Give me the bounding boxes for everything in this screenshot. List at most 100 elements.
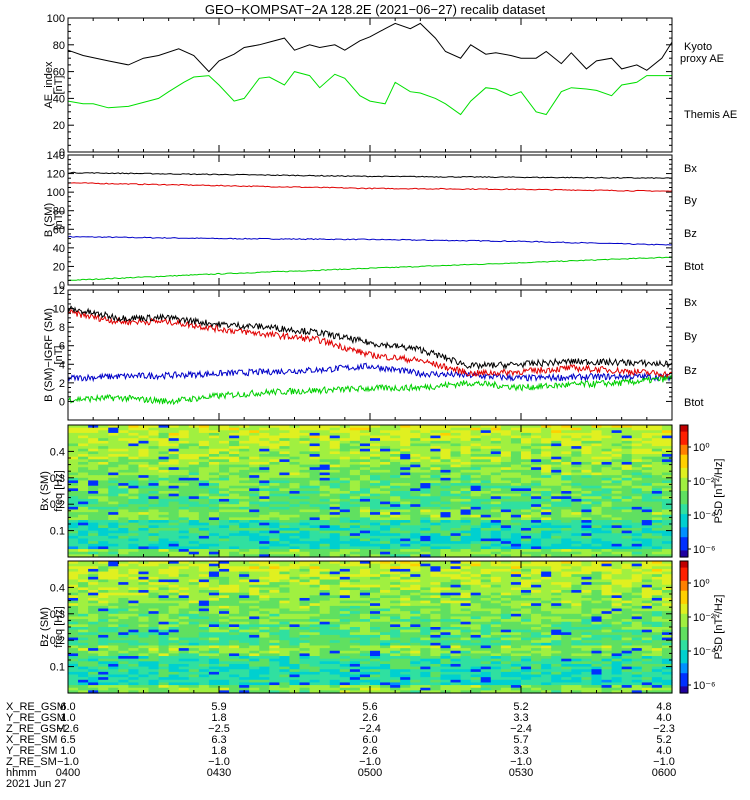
psd-cell <box>591 538 603 542</box>
psd-cell <box>440 522 452 526</box>
psd-cell <box>581 493 593 497</box>
psd-cell <box>158 563 170 567</box>
psd-cell <box>450 527 462 532</box>
psd-cell <box>289 475 301 479</box>
psd-cell <box>98 538 109 542</box>
psd-cell <box>651 440 663 445</box>
psd-cell <box>309 584 321 588</box>
psd-cell <box>168 469 180 474</box>
psd-cell <box>631 549 643 553</box>
psd-cell <box>299 448 311 452</box>
psd-cell <box>249 645 260 649</box>
psd-cell <box>168 666 180 670</box>
psd-cell <box>259 504 270 508</box>
psd-cell <box>118 653 129 657</box>
psd-cell <box>299 469 311 474</box>
psd-cell <box>118 533 129 537</box>
psd-cell <box>319 627 331 631</box>
psd-cell <box>269 427 280 431</box>
psd-cell <box>279 624 291 628</box>
psd-cell <box>108 690 119 694</box>
psd-cell <box>198 509 210 513</box>
psd-cell <box>299 571 311 575</box>
psd-cell <box>259 621 270 625</box>
psd-cell <box>78 687 89 691</box>
psd-cell <box>279 509 291 513</box>
psd-cell <box>118 438 129 442</box>
psd-cell <box>450 477 462 482</box>
psd-cell <box>108 632 119 636</box>
psd-cell <box>571 446 582 450</box>
psd-cell <box>128 520 140 524</box>
psd-cell <box>541 432 552 437</box>
psd-cell <box>500 551 512 555</box>
psd-cell <box>168 427 180 431</box>
psd-cell <box>591 485 603 489</box>
psd-cell <box>128 568 140 573</box>
psd-cell <box>309 634 321 639</box>
psd-cell <box>138 496 150 500</box>
psd-cell <box>249 576 260 581</box>
psd-cell <box>490 549 502 553</box>
psd-cell <box>359 446 371 450</box>
psd-cell <box>88 498 99 503</box>
psd-cell <box>349 595 361 599</box>
psd-cell <box>88 461 99 466</box>
psd-cell <box>661 512 673 516</box>
psd-cell <box>359 605 371 610</box>
psd-cell <box>551 504 562 508</box>
psd-cell <box>68 443 79 447</box>
psd-cell <box>198 671 210 676</box>
psd-cell <box>68 501 79 505</box>
psd-cell <box>188 509 200 513</box>
psd-cell <box>319 551 331 555</box>
psd-cell <box>641 469 653 474</box>
psd-cell <box>118 634 129 639</box>
psd-cell <box>611 435 623 439</box>
psd-cell <box>370 464 381 468</box>
psd-cell <box>440 549 452 553</box>
psd-cell <box>98 522 109 526</box>
psd-cell <box>229 574 240 578</box>
psd-cell <box>178 682 190 686</box>
psd-cell <box>359 642 371 647</box>
psd-cell <box>349 571 361 575</box>
psd-cell <box>460 525 472 529</box>
psd-cell <box>500 430 512 434</box>
psd-cell <box>591 541 603 545</box>
psd-cell <box>460 554 472 558</box>
psd-cell <box>319 446 331 450</box>
psd-cell <box>168 517 180 521</box>
psd-cell <box>490 459 502 463</box>
psd-cell <box>601 472 613 476</box>
psd-cell <box>641 517 653 521</box>
psd-cell <box>470 493 482 497</box>
psd-cell <box>500 451 512 455</box>
psd-cell <box>541 522 552 526</box>
psd-cell <box>68 461 79 466</box>
psd-cell <box>339 469 351 474</box>
psd-cell <box>510 520 522 524</box>
psd-cell <box>138 568 150 573</box>
psd-cell <box>178 582 190 586</box>
psd-cell <box>631 506 643 511</box>
psd-cell <box>98 472 109 476</box>
psd-cell <box>370 579 381 583</box>
psd-cell <box>460 498 472 503</box>
psd-cell <box>158 446 170 450</box>
psd-cell <box>148 685 160 689</box>
psd-cell <box>661 464 673 468</box>
psd-cell <box>259 679 270 684</box>
psd-cell <box>178 595 190 599</box>
psd-cell <box>208 579 220 583</box>
psd-cell <box>460 454 472 458</box>
psd-cell <box>410 448 421 452</box>
psd-cell <box>219 530 230 534</box>
psd-cell <box>108 605 119 610</box>
psd-cell <box>581 440 593 445</box>
psd-cell <box>450 456 462 460</box>
psd-cell <box>521 496 532 500</box>
colorbar-segment <box>680 428 688 433</box>
psd-cell <box>430 554 442 558</box>
psd-cell <box>269 561 280 565</box>
